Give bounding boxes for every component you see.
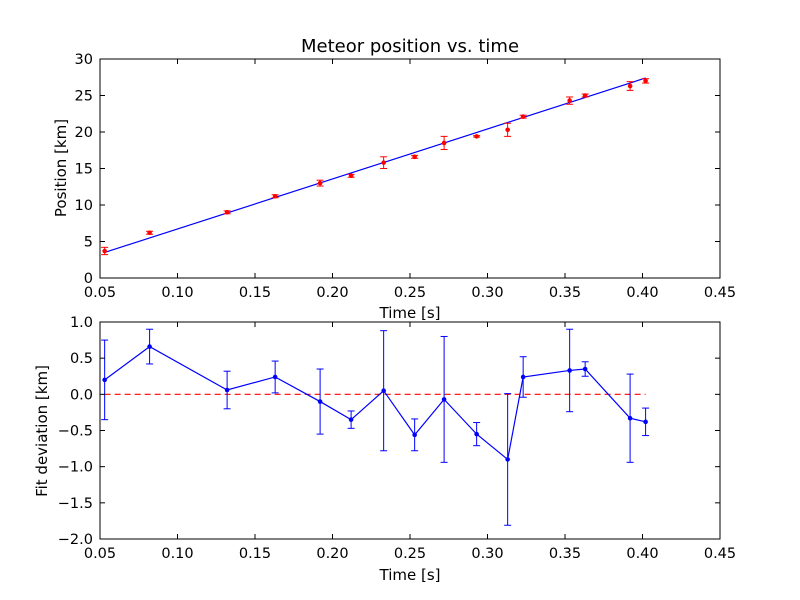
x-tick-label: 0.30	[471, 285, 503, 301]
data-point	[412, 154, 417, 160]
deviation-point	[474, 431, 479, 437]
deviation-point	[567, 368, 572, 373]
data-point	[567, 98, 572, 103]
y-tick-label: 20	[75, 125, 93, 141]
deviation-point	[102, 377, 107, 383]
deviation-point	[643, 419, 648, 425]
data-point	[317, 180, 323, 186]
chart-title: Meteor position vs. time	[301, 36, 519, 57]
y-tick-label: 0	[84, 271, 93, 287]
x-tick-label: 0.40	[626, 285, 658, 301]
position-panel: Meteor position vs. time 0.05 0.10 0.15 0.2…	[52, 36, 736, 322]
data-point	[147, 230, 152, 236]
deviation-point	[441, 397, 447, 402]
position-data-layer	[101, 77, 650, 256]
deviation-data-layer	[101, 328, 650, 526]
deviation-point	[317, 399, 323, 404]
data-point	[224, 210, 230, 215]
y-tick-label: −2.0	[58, 532, 93, 548]
deviation-point	[627, 415, 633, 421]
y-tick-label: −0.5	[58, 424, 93, 440]
deviation-point	[348, 417, 354, 422]
deviation-x-axis-label: Time [s]	[379, 566, 441, 584]
x-tick-label: 0.25	[394, 285, 426, 301]
deviation-point	[272, 374, 278, 380]
data-point	[102, 248, 107, 254]
data-point	[441, 140, 447, 146]
position-ticks: 0.05 0.10 0.15 0.20 0.25 0.30 0.35 0.40 0.45 0 5 10…	[75, 52, 737, 301]
deviation-ticks: 0.05 0.10 0.15 0.20 0.25 0.30 0.35 0.40 0.45 −2.0…	[58, 315, 736, 562]
x-tick-label: 0.05	[84, 546, 116, 562]
y-tick-label: −1.5	[58, 496, 93, 512]
y-tick-label: 1.0	[70, 315, 93, 331]
fit-line	[104, 77, 646, 254]
x-tick-label: 0.30	[471, 546, 503, 562]
data-point	[627, 83, 633, 89]
y-tick-label: 30	[75, 52, 93, 68]
deviation-point	[224, 387, 230, 393]
data-point	[520, 114, 526, 119]
y-tick-label: 25	[75, 89, 93, 105]
x-tick-label: 0.45	[704, 546, 736, 562]
data-point	[272, 193, 278, 199]
position-y-axis-label: Position [km]	[52, 119, 70, 217]
x-tick-label: 0.10	[161, 285, 193, 301]
deviation-line	[104, 345, 646, 461]
deviation-point	[147, 344, 152, 349]
x-tick-label: 0.10	[161, 546, 193, 562]
data-point	[505, 127, 510, 133]
deviation-point	[412, 432, 417, 438]
data-point	[474, 134, 479, 139]
deviation-point	[520, 374, 526, 380]
deviation-y-axis-label: Fit deviation [km]	[33, 365, 51, 497]
y-tick-label: 0.0	[70, 387, 93, 403]
x-tick-label: 0.15	[239, 546, 271, 562]
x-tick-label: 0.15	[239, 285, 271, 301]
y-tick-label: 10	[75, 198, 93, 214]
x-tick-label: 0.20	[316, 285, 348, 301]
position-x-axis-label: Time [s]	[379, 304, 441, 322]
x-tick-label: 0.45	[704, 285, 736, 301]
data-point	[643, 78, 648, 84]
y-tick-label: −1.0	[58, 460, 93, 476]
x-tick-label: 0.05	[84, 285, 116, 301]
data-point	[348, 173, 354, 179]
x-tick-label: 0.25	[394, 546, 426, 562]
x-tick-label: 0.35	[549, 285, 581, 301]
deviation-point	[505, 457, 510, 462]
deviation-panel: 0.05 0.10 0.15 0.20 0.25 0.30 0.35 0.40 0.45 −2.0…	[33, 315, 736, 584]
deviation-point	[582, 366, 588, 372]
deviation-axes-frame	[99, 321, 721, 540]
deviation-point	[381, 388, 386, 394]
position-axes-frame	[99, 58, 721, 279]
x-tick-label: 0.20	[316, 546, 348, 562]
x-tick-label: 0.40	[626, 546, 658, 562]
x-tick-label: 0.35	[549, 546, 581, 562]
y-tick-label: 5	[84, 235, 93, 251]
data-point	[381, 160, 386, 165]
y-tick-label: 0.5	[70, 351, 93, 367]
data-point	[582, 93, 588, 98]
y-tick-label: 15	[75, 162, 93, 178]
